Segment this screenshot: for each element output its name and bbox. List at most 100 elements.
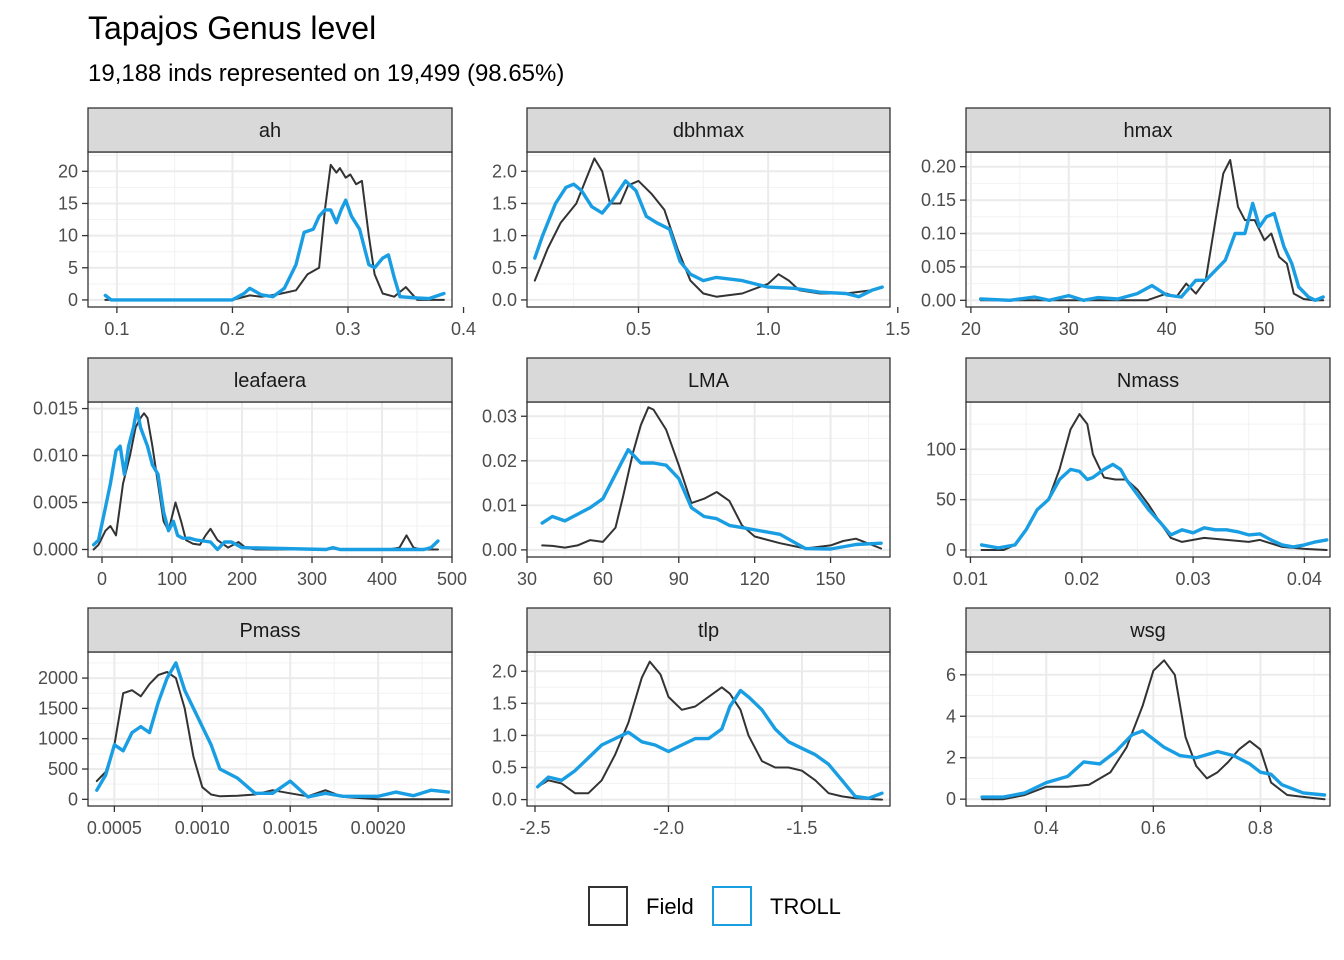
panel-background — [966, 152, 1330, 307]
y-tick-label: 1500 — [38, 698, 78, 718]
strip-label: LMA — [688, 370, 730, 392]
series-line-troll — [536, 688, 884, 800]
chart-title: Tapajos Genus level — [88, 10, 377, 46]
facet-panel-lma: LMA 30 60 90 120 150 0.00 0.01 0.02 0.03 — [482, 357, 891, 589]
x-tick-label: 0.6 — [1141, 818, 1166, 838]
x-tick-label: 150 — [816, 569, 846, 589]
x-tick-label: 50 — [1254, 319, 1274, 339]
x-tick-label: 0.3 — [335, 319, 360, 339]
x-tick-label: 1.0 — [756, 319, 781, 339]
x-tick-label: 0.0020 — [351, 818, 406, 838]
x-tick-label: 100 — [157, 569, 187, 589]
y-tick-label: 0.00 — [921, 290, 956, 310]
x-tick-label: 0.1 — [104, 319, 129, 339]
x-tick-label: 0.2 — [220, 319, 245, 339]
y-tick-label: 500 — [48, 759, 78, 779]
legend-key-troll — [712, 886, 752, 926]
series-line-field — [981, 659, 1326, 801]
y-tick-label: 0.01 — [482, 495, 517, 515]
y-tick-label: 1.5 — [492, 693, 517, 713]
legend-key-field — [588, 886, 628, 926]
x-tick-label: 120 — [740, 569, 770, 589]
strip-label: leafaera — [234, 370, 307, 392]
x-tick-label: 0.04 — [1287, 569, 1322, 589]
y-tick-label: 0.10 — [921, 224, 956, 244]
strip-background — [526, 107, 891, 153]
y-tick-label: 0.20 — [921, 157, 956, 177]
y-tick-label: 0 — [946, 540, 956, 560]
x-tick-label: 0.4 — [1034, 818, 1059, 838]
x-tick-label: 400 — [367, 569, 397, 589]
x-tick-label: 0.5 — [626, 319, 651, 339]
facet-panel-wsg: wsg 0.4 0.6 0.8 0 2 4 6 — [946, 607, 1331, 838]
y-tick-label: 100 — [926, 439, 956, 459]
facet-panel-pmass: Pmass 0.0005 0.0010 0.0015 0.0020 0 500 1000 150… — [38, 607, 453, 838]
x-tick-label: 20 — [961, 319, 981, 339]
strip-background — [526, 357, 891, 403]
x-tick-label: 1.5 — [885, 319, 910, 339]
y-tick-label: 0.03 — [482, 406, 517, 426]
y-tick-label: 2 — [946, 748, 956, 768]
strip-label: tlp — [698, 620, 719, 642]
panel-background — [966, 402, 1330, 557]
y-tick-label: 1000 — [38, 729, 78, 749]
series-line-field — [536, 660, 883, 801]
y-tick-label: 6 — [946, 665, 956, 685]
series-line-troll — [979, 201, 1325, 302]
y-tick-label: 2000 — [38, 668, 78, 688]
y-tick-label: 0.015 — [33, 399, 78, 419]
strip-label: wsg — [1129, 620, 1166, 642]
y-tick-label: 5 — [68, 258, 78, 278]
y-tick-label: 0.00 — [482, 540, 517, 560]
legend-item-troll: TROLL — [712, 884, 862, 930]
x-tick-label: 0 — [97, 569, 107, 589]
x-tick-label: 40 — [1157, 319, 1177, 339]
y-tick-label: 1.5 — [492, 193, 517, 213]
y-tick-label: 0.5 — [492, 258, 517, 278]
y-tick-label: 0.0 — [492, 290, 517, 310]
panel-background — [527, 402, 890, 557]
facet-panel-dbhmax: dbhmax 0.5 1.0 1.5 0.0 0.5 1.0 1.5 2.0 — [492, 107, 910, 339]
y-tick-label: 0 — [68, 290, 78, 310]
y-tick-label: 0.15 — [921, 190, 956, 210]
y-tick-label: 0.010 — [33, 446, 78, 466]
x-tick-label: 90 — [669, 569, 689, 589]
chart-subtitle: 19,188 inds represented on 19,499 (98.65… — [88, 60, 565, 87]
y-tick-label: 2.0 — [492, 661, 517, 681]
x-tick-label: 0.0010 — [175, 818, 230, 838]
series-line-field — [979, 159, 1325, 302]
series-line-troll — [979, 462, 1329, 550]
legend-label-troll: TROLL — [770, 894, 841, 919]
y-tick-label: 15 — [58, 193, 78, 213]
y-tick-label: 0.02 — [482, 451, 517, 471]
x-tick-label: 0.0015 — [263, 818, 318, 838]
strip-label: Pmass — [239, 620, 300, 642]
legend: Field TROLL — [0, 884, 1344, 934]
y-tick-label: 2.0 — [492, 161, 517, 181]
x-tick-label: -2.0 — [653, 818, 684, 838]
facet-panel-ah: ah 0.1 0.2 0.3 0.4 0 5 10 15 20 — [58, 107, 476, 339]
strip-label: hmax — [1124, 120, 1173, 142]
series-line-troll — [533, 179, 884, 299]
y-tick-label: 0.05 — [921, 257, 956, 277]
strip-label: ah — [259, 120, 281, 142]
x-tick-label: 30 — [517, 569, 537, 589]
y-tick-label: 0.5 — [492, 758, 517, 778]
series-line-troll — [103, 198, 446, 302]
strip-background — [526, 607, 891, 653]
facet-panel-hmax: hmax 20 30 40 50 0.00 0.05 0.10 0.15 0.20 — [921, 107, 1331, 339]
strip-background — [87, 357, 453, 403]
strip-background — [965, 607, 1331, 653]
legend-item-field: Field — [588, 884, 708, 930]
x-tick-label: -1.5 — [786, 818, 817, 838]
y-tick-label: 1.0 — [492, 725, 517, 745]
y-tick-label: 0.0 — [492, 790, 517, 810]
legend-label-field: Field — [646, 894, 694, 919]
x-tick-label: 0.0005 — [87, 818, 142, 838]
y-tick-label: 0 — [68, 789, 78, 809]
x-tick-label: -2.5 — [519, 818, 550, 838]
strip-label: Nmass — [1117, 370, 1179, 392]
series-line-troll — [95, 661, 451, 799]
facet-panel-tlp: tlp -2.5 -2.0 -1.5 0.0 0.5 1.0 1.5 2.0 — [492, 607, 891, 838]
x-tick-label: 30 — [1059, 319, 1079, 339]
